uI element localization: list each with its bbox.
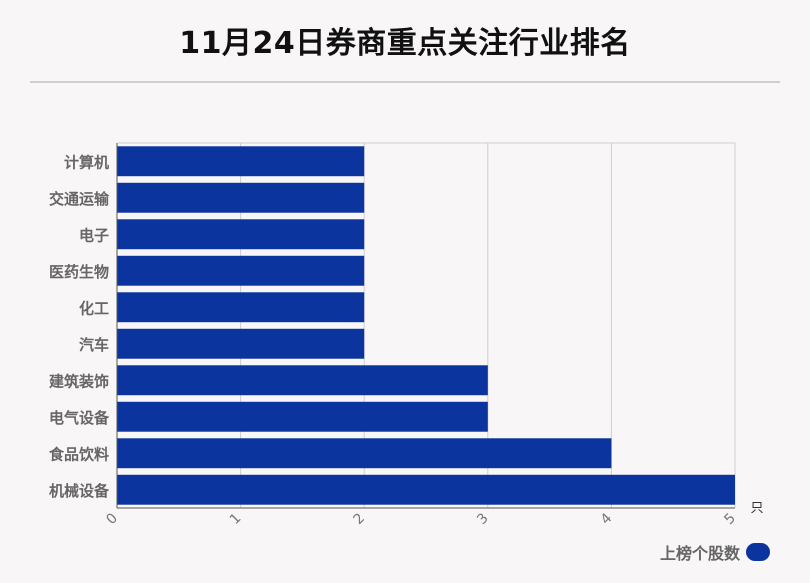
- category-label: 汽车: [79, 336, 109, 354]
- bar: [117, 474, 735, 505]
- category-label: 食品饮料: [49, 445, 109, 463]
- x-unit-label: 只: [750, 501, 763, 516]
- bar: [117, 219, 365, 250]
- bar: [117, 146, 365, 177]
- category-label: 电气设备: [49, 409, 110, 427]
- bar: [117, 438, 612, 469]
- x-tick-label: 4: [598, 510, 616, 528]
- legend-label: 上榜个股数: [659, 544, 740, 563]
- bar: [117, 255, 365, 286]
- bar: [117, 328, 365, 359]
- x-tick-label: 0: [103, 510, 121, 528]
- legend-swatch: [746, 543, 770, 561]
- bar: [117, 365, 488, 396]
- chart-title: 11月24日券商重点关注行业排名: [179, 26, 631, 61]
- category-label: 机械设备: [49, 482, 110, 500]
- bar: [117, 182, 365, 213]
- category-label: 电子: [79, 226, 109, 244]
- category-label: 计算机: [64, 153, 109, 171]
- bar: [117, 292, 365, 323]
- category-label: 交通运输: [49, 190, 110, 208]
- category-label: 医药生物: [49, 263, 109, 281]
- x-tick-label: 5: [721, 510, 739, 528]
- category-label: 化工: [79, 299, 109, 317]
- legend[interactable]: 上榜个股数: [660, 540, 770, 564]
- x-tick-label: 3: [474, 510, 492, 528]
- x-tick-label: 2: [351, 510, 369, 528]
- bar: [117, 401, 488, 432]
- category-label: 建筑装饰: [49, 372, 109, 390]
- title-divider: [30, 81, 780, 83]
- x-tick-label: 1: [227, 510, 245, 528]
